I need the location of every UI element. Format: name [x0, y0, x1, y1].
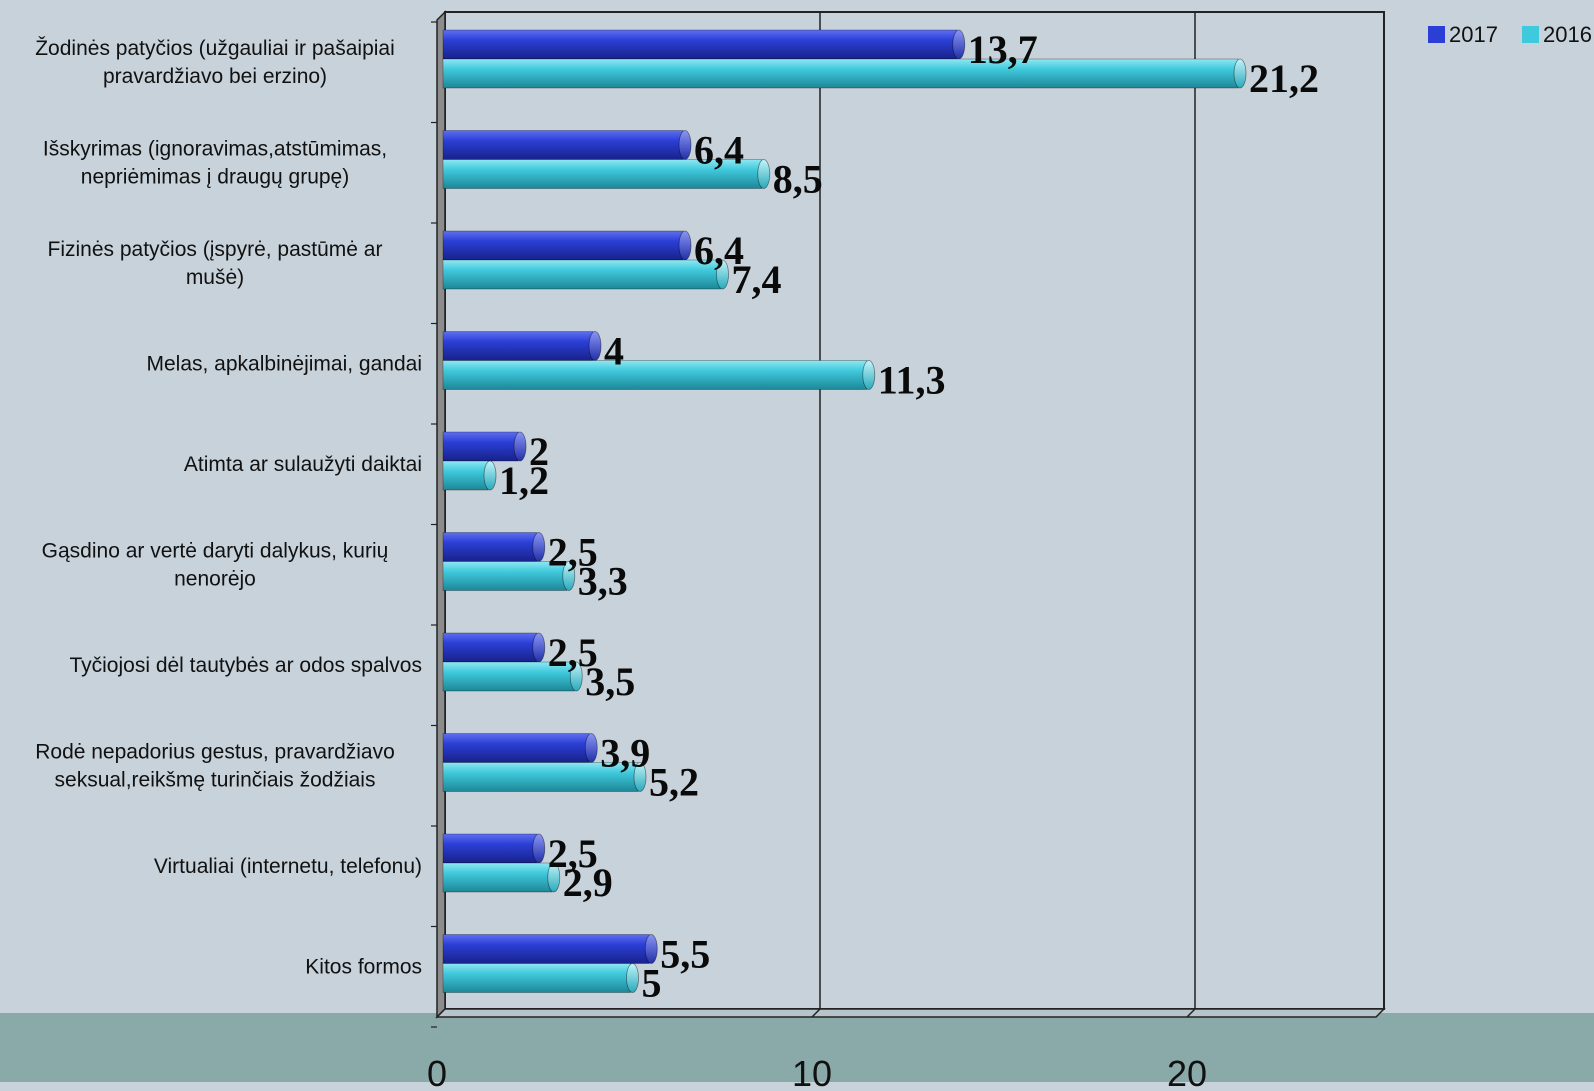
category-label-line: nepriėmimas į draugų grupę) [81, 166, 349, 189]
value-label-2016-5: 1,2 [499, 458, 549, 503]
value-label-2017-7: 2,5 [548, 630, 598, 675]
value-label-2017-2: 6,4 [694, 128, 744, 173]
category-label-10: Kitos formos [305, 956, 422, 979]
value-label-2016-7: 3,5 [585, 659, 635, 704]
x-tick-label: 20 [1167, 1053, 1207, 1091]
category-label-2: Išskyrimas (ignoravimas,atstūmimas, nepri… [43, 138, 387, 189]
bar-2016-1 [442, 58, 1247, 89]
bar-2016-4 [442, 360, 876, 390]
category-label-line: Kitos formos [305, 956, 422, 979]
category-label-6: Gąsdino ar vertė daryti dalykus, kurių ne… [42, 540, 389, 591]
category-label-line: Žodinės patyčios (užgauliai ir pašaipiai [35, 37, 395, 60]
x-tick-label: 10 [792, 1053, 832, 1091]
plot-floor [435, 1008, 1386, 1018]
category-label-4: Melas, apkalbinėjimai, gandai [147, 353, 423, 376]
labels-layer: 0 10 20 13,7 21,2 Žodinės patyčios (užgauliai… [35, 27, 1319, 1091]
category-label-7: Tyčiojosi dėl tautybės ar odos spalvos [69, 654, 422, 677]
value-label-2017-10: 5,5 [660, 932, 710, 977]
bars-layer [442, 29, 1247, 993]
value-label-2017-1: 13,7 [968, 27, 1038, 72]
category-label-line: seksual,reikšmę turinčiais žodžiais [55, 769, 376, 792]
value-label-2016-9: 2,9 [563, 860, 613, 905]
category-label-line: Atimta ar sulaužyti daiktai [184, 453, 422, 476]
value-label-2017-4: 4 [604, 329, 624, 374]
legend-item-2016: 2016 [1522, 22, 1592, 47]
legend-label: 2016 [1543, 22, 1592, 47]
value-label-2017-6: 2,5 [548, 530, 598, 575]
value-label-2016-4: 11,3 [878, 358, 946, 403]
category-label-line: nenorėjo [174, 568, 256, 591]
category-label-line: Rodė nepadorius gestus, pravardžiavo [35, 741, 395, 764]
category-label-1: Žodinės patyčios (užgauliai ir pašaipiai… [35, 37, 395, 88]
bar-2016-10 [442, 963, 639, 993]
bar-2016-2 [442, 159, 771, 189]
bar-2017-10 [442, 934, 658, 964]
bar-2017-1 [442, 29, 966, 60]
bar-2016-9 [442, 862, 561, 893]
value-label-2017-5: 2 [529, 429, 549, 474]
category-label-line: Melas, apkalbinėjimai, gandai [147, 353, 423, 376]
category-label-line: pravardžiavo bei erzino) [103, 65, 327, 88]
category-label-line: Gąsdino ar vertė daryti dalykus, kurių [42, 540, 389, 563]
bar-2017-9 [442, 833, 546, 864]
legend: 2017 2016 [1428, 22, 1592, 47]
bar-2016-6 [442, 561, 576, 591]
category-label-5: Atimta ar sulaužyti daiktai [184, 453, 422, 476]
bar-2016-5 [442, 460, 497, 491]
category-label-line: mušė) [186, 266, 244, 289]
bar-2017-2 [442, 130, 692, 160]
value-label-2016-6: 3,3 [578, 559, 628, 604]
bar-2016-7 [442, 661, 583, 692]
category-label-3: Fizinės patyčios (įspyrė, pastūmė ar mušė… [48, 238, 383, 289]
bar-2017-4 [442, 331, 602, 361]
value-label-2017-3: 6,4 [694, 228, 744, 273]
category-label-8: Rodė nepadorius gestus, pravardžiavo seks… [35, 741, 395, 792]
value-label-2016-10: 5 [642, 961, 662, 1006]
bar-2017-5 [442, 431, 527, 462]
bar-2017-6 [442, 532, 546, 562]
category-label-line: Virtualiai (internetu, telefonu) [154, 855, 422, 878]
bar-2017-3 [442, 230, 692, 261]
bar-2016-3 [442, 259, 729, 290]
category-label-line: Fizinės patyčios (įspyrė, pastūmė ar [48, 238, 383, 261]
legend-label: 2017 [1449, 22, 1498, 47]
bar-2017-8 [442, 733, 598, 763]
category-label-9: Virtualiai (internetu, telefonu) [154, 855, 422, 878]
legend-swatch [1428, 26, 1445, 43]
legend-swatch [1522, 26, 1539, 43]
gridline-floor [811, 1008, 821, 1018]
value-label-2016-1: 21,2 [1249, 56, 1319, 101]
gridline-floor [1186, 1008, 1196, 1018]
value-label-2016-8: 5,2 [649, 760, 699, 805]
value-label-2017-9: 2,5 [548, 831, 598, 876]
category-label-line: Tyčiojosi dėl tautybės ar odos spalvos [69, 654, 422, 677]
x-tick-label: 0 [427, 1053, 447, 1091]
category-label-line: Išskyrimas (ignoravimas,atstūmimas, [43, 138, 387, 161]
bar-2016-8 [442, 762, 647, 792]
value-label-2016-2: 8,5 [773, 157, 823, 202]
legend-item-2017: 2017 [1428, 22, 1498, 47]
bar-2017-7 [442, 632, 546, 663]
value-label-2016-3: 7,4 [732, 257, 782, 302]
bottom-band [0, 1013, 1594, 1082]
value-label-2017-8: 3,9 [600, 731, 650, 776]
